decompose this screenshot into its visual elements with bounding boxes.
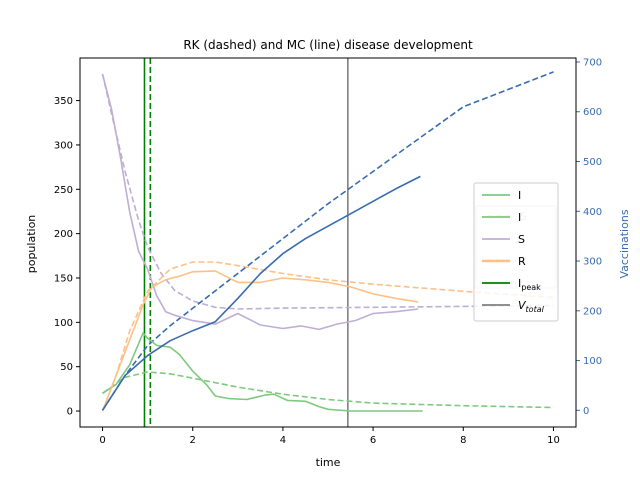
series-i-solid-line <box>102 332 423 412</box>
y-tick-label: 300 <box>54 140 73 151</box>
x-axis-label: time <box>316 456 341 469</box>
legend-label-i: I <box>518 189 521 202</box>
axes: 0 2 4 6 8 10050100150200250300350010020030040… <box>54 57 602 446</box>
legend-label-i-peak: Ipeak <box>518 277 541 292</box>
series-s-dashed-line <box>101 73 554 310</box>
x-tick-label: 4 <box>280 435 286 446</box>
x-tick-label: 10 <box>547 435 560 446</box>
y2-axis-label: Vaccinations <box>618 209 631 278</box>
x-tick-label: 0 <box>99 435 105 446</box>
legend-label-r: R <box>518 255 526 268</box>
legend-label-s: S <box>518 233 525 246</box>
y-tick-label: 350 <box>54 96 73 107</box>
y-tick-label: 150 <box>54 273 73 284</box>
y2-tick-label: 400 <box>583 207 602 218</box>
series-r-solid-line <box>101 270 419 412</box>
y-axis-label: population <box>25 215 38 274</box>
legend-label-i2: I <box>518 211 521 224</box>
y2-tick-label: 500 <box>583 157 602 168</box>
series-v-solid-line <box>101 175 421 411</box>
y-tick-label: 250 <box>54 185 73 196</box>
legend-label-v-total: Vtotal <box>518 299 545 314</box>
y2-tick-label: 100 <box>583 356 602 367</box>
y2-tick-label: 700 <box>583 57 602 68</box>
x-tick-label: 6 <box>370 435 376 446</box>
y2-tick-label: 600 <box>583 107 602 118</box>
x-tick-label: 2 <box>190 435 196 446</box>
y2-tick-label: 300 <box>583 257 602 268</box>
plot-area <box>101 58 554 427</box>
x-tick-label: 8 <box>460 435 466 446</box>
series-i-dashed-line <box>102 371 554 409</box>
chart-title: RK (dashed) and MC (line) disease develo… <box>183 38 473 52</box>
y2-tick-label: 200 <box>583 306 602 317</box>
y-tick-label: 0 <box>67 407 73 418</box>
legend: SRIISRIpeakVtotal <box>473 182 559 322</box>
y2-tick-label: 0 <box>583 406 589 417</box>
series-s-solid-line <box>101 73 419 331</box>
legend-box <box>473 182 559 322</box>
y-tick-label: 100 <box>54 318 73 329</box>
y-tick-label: 200 <box>54 229 73 240</box>
y-tick-label: 50 <box>60 362 73 373</box>
series-r-dashed-line <box>101 261 554 412</box>
